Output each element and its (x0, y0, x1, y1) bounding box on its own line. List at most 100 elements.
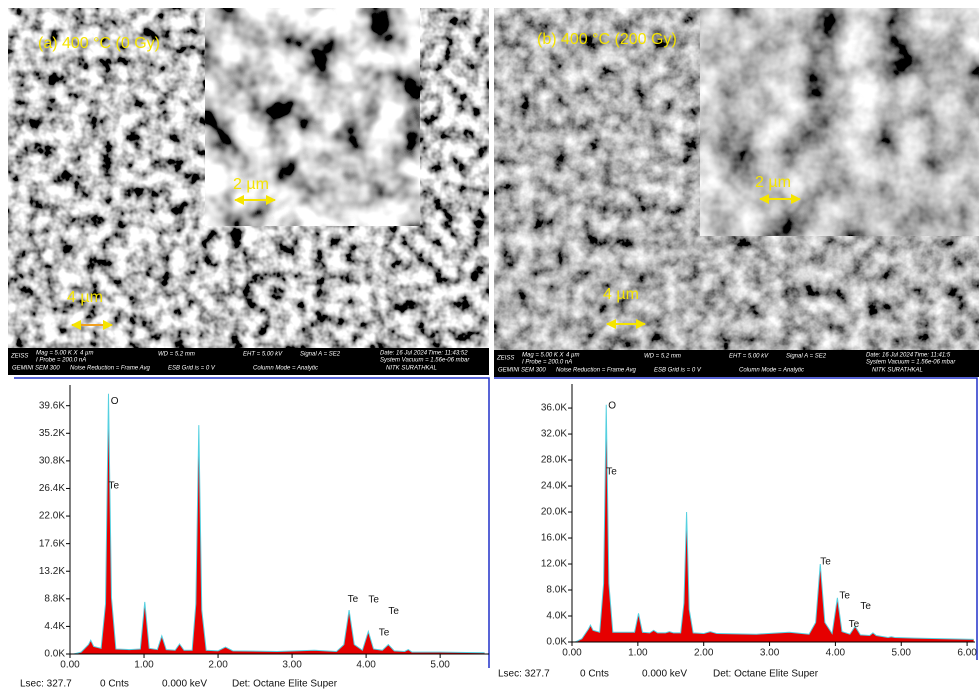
info-text: Noise Reduction = Frame Avg (556, 368, 637, 374)
info-text: Signal A = SE2 (300, 352, 341, 358)
info-text: Time: 11:43:52 (428, 351, 468, 357)
footer-text: 0 Cnts (100, 679, 129, 689)
spectrum-line (73, 393, 485, 655)
y-tick-label: 12.0K (541, 559, 567, 570)
info-text: Date: 16 Jul 2024 (380, 351, 428, 357)
y-tick-label: 8.8K (44, 593, 65, 604)
footer-text: 0.000 keV (642, 669, 687, 680)
y-tick-label: 13.2K (39, 566, 65, 577)
info-text: ESB Grid is = 0 V (168, 366, 216, 372)
info-text: Date: 16 Jul 2024 (866, 353, 914, 359)
scale-label: 4 µm (603, 286, 639, 303)
x-tick-label: 3.00 (282, 660, 302, 671)
panel-label: (b) 400 °C (200 Gy) (537, 31, 677, 48)
info-text: Column Mode = Analytic (253, 366, 318, 372)
footer-text: 0.000 keV (162, 679, 207, 689)
y-tick-label: 35.2K (39, 428, 65, 439)
peak-label: Te (388, 606, 399, 617)
y-tick-label: 24.0K (541, 481, 567, 492)
info-text: I Probe = 200.0 nA (36, 358, 86, 364)
sem-inset (205, 8, 420, 226)
info-text: NITK SURATHKAL (872, 368, 923, 374)
footer-text: Lsec: 327.7 (498, 669, 550, 680)
info-text: EHT = 5.00 kV (243, 352, 283, 358)
x-tick-label: 6.00 (957, 648, 977, 659)
info-text: Mag = 5.00 K X (36, 351, 79, 357)
info-bar (494, 350, 979, 377)
info-text: Column Mode = Analytic (739, 368, 804, 374)
info-text: Time: 11:41:5 (914, 353, 951, 359)
y-tick-label: 30.8K (39, 456, 65, 467)
x-tick-label: 1.00 (628, 648, 648, 659)
y-tick-label: 36.0K (541, 403, 567, 414)
y-tick-label: 17.6K (39, 538, 65, 549)
peak-label: Te (348, 594, 359, 605)
peak-label: Te (108, 481, 119, 492)
info-text: I Probe = 200.0 nA (522, 360, 572, 366)
x-tick-label: 3.00 (760, 648, 780, 659)
x-tick-label: 0.00 (562, 648, 582, 659)
sem-inset (700, 8, 979, 236)
y-tick-label: 8.0K (546, 585, 567, 596)
info-text: NITK SURATHKAL (386, 366, 437, 372)
y-tick-label: 20.0K (541, 507, 567, 518)
peak-label: Te (379, 627, 390, 638)
y-tick-label: 4.4K (44, 621, 65, 632)
x-tick-label: 0.00 (60, 660, 80, 671)
peak-label: O (111, 396, 119, 407)
x-tick-label: 2.00 (694, 648, 714, 659)
x-tick-label: 4.00 (826, 648, 846, 659)
x-tick-label: 5.00 (892, 648, 912, 659)
peak-label: Te (368, 595, 379, 606)
y-tick-label: 0.0K (44, 649, 65, 660)
spectrum-line (575, 404, 974, 643)
info-text: 4 µm (566, 353, 579, 359)
footer-text: Lsec: 327.7 (20, 679, 72, 689)
peak-label: Te (849, 619, 860, 630)
footer-text: Det: Octane Elite Super (713, 669, 819, 680)
info-text: ESB Grid is = 0 V (654, 368, 702, 374)
info-text: ZEISS (496, 356, 514, 362)
x-tick-label: 4.00 (356, 660, 376, 671)
chart-frame (494, 377, 978, 660)
scale-label: 4 µm (67, 289, 103, 306)
info-text: WD = 5.2 mm (644, 354, 681, 360)
inset-scale: 2 µm (233, 176, 269, 193)
x-tick-label: 5.00 (430, 660, 450, 671)
chart-frame (14, 377, 490, 668)
peak-label: Te (839, 590, 850, 601)
y-tick-label: 0.0K (546, 637, 567, 648)
y-tick-label: 22.0K (39, 511, 65, 522)
y-tick-label: 39.6K (39, 400, 65, 411)
y-tick-label: 16.0K (541, 533, 567, 544)
spectrum-area (575, 404, 974, 642)
peak-label: Te (606, 466, 617, 477)
info-text: Noise Reduction = Frame Avg (70, 366, 151, 372)
info-text: EHT = 5.00 kV (729, 354, 769, 360)
spectrum-area (73, 393, 485, 654)
info-text: GEMINI SEM 300 (12, 366, 60, 372)
info-text: System Vacuum = 1.56e-06 mbar (380, 358, 470, 364)
peak-label: Te (860, 601, 871, 612)
y-tick-label: 28.0K (541, 455, 567, 466)
y-tick-label: 26.4K (39, 483, 65, 494)
x-tick-label: 1.00 (134, 660, 154, 671)
info-text: Mag = 5.00 K X (522, 353, 565, 359)
peak-label: O (608, 401, 616, 412)
x-tick-label: 2.00 (208, 660, 228, 671)
info-bar (8, 348, 489, 375)
peak-label: Te (820, 557, 831, 568)
y-tick-label: 4.0K (546, 611, 567, 622)
info-text: ZEISS (10, 354, 28, 360)
info-text: System Vacuum = 1.56e-06 mbar (866, 360, 956, 366)
info-text: Signal A = SE2 (786, 354, 827, 360)
y-tick-label: 32.0K (541, 429, 567, 440)
footer-text: 0 Cnts (580, 669, 609, 680)
panel-label: (a) 400 °C (0 Gy) (38, 35, 160, 52)
footer-text: Det: Octane Elite Super (232, 679, 338, 689)
inset-scale: 2 µm (755, 174, 791, 191)
info-text: GEMINI SEM 300 (498, 368, 546, 374)
info-text: 4 µm (80, 351, 93, 357)
info-text: WD = 5.2 mm (158, 352, 195, 358)
